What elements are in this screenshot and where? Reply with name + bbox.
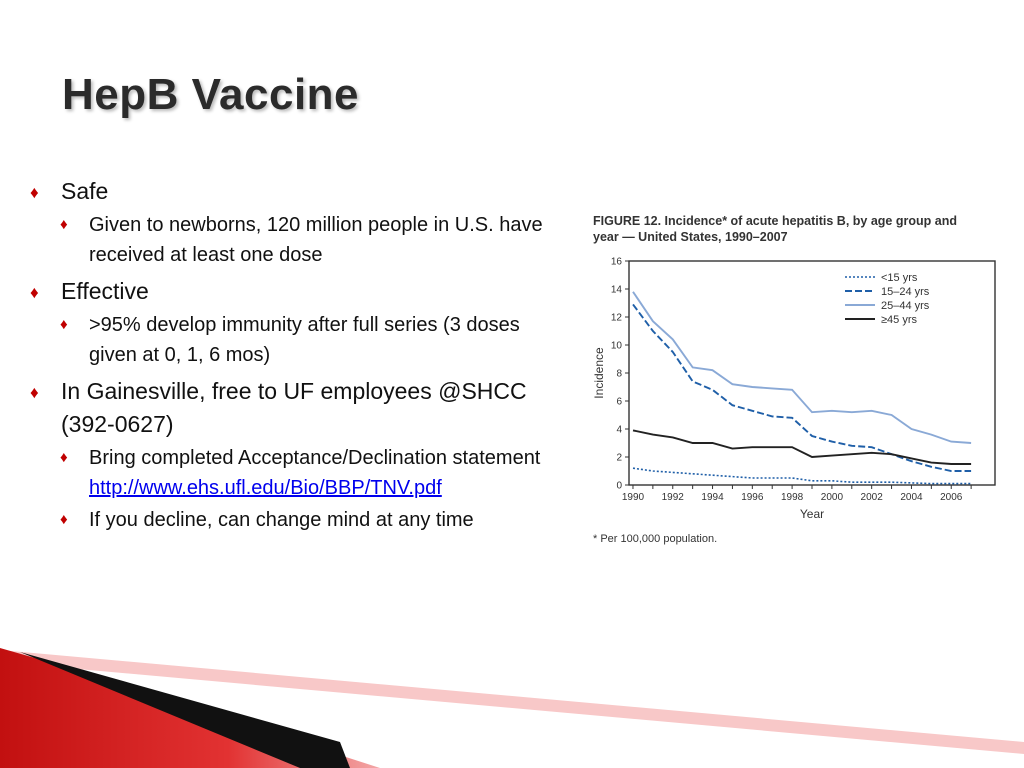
bullet-text: Bring completed Acceptance/Declination s… [89, 447, 541, 469]
bullet-list: ♦ Safe ♦ Given to newborns, 120 million … [30, 170, 570, 535]
y-tick-label: 14 [611, 285, 623, 296]
bullet-text: Given to newborns, 120 million people in… [89, 214, 543, 266]
series-line [632, 467, 972, 485]
bullet-marker-icon: ♦ [30, 183, 39, 202]
sub-bullet-item: ♦ If you decline, can change mind at any… [30, 505, 570, 535]
incidence-chart: FIGURE 12. Incidence* of acute hepatitis… [592, 214, 996, 545]
bullet-marker-icon: ♦ [60, 316, 68, 333]
chart-title-line: year — United States, 1990–2007 [593, 230, 788, 244]
bullet-text: >95% develop immunity after full series … [89, 314, 520, 366]
bullet-marker-icon: ♦ [60, 449, 68, 466]
sub-bullet-item: ♦ >95% develop immunity after full serie… [30, 310, 570, 370]
chart-footnote: * Per 100,000 population. [593, 533, 717, 545]
series-line [632, 429, 972, 465]
y-tick-label: 4 [616, 425, 622, 436]
legend-label: 15–24 yrs [881, 286, 930, 298]
y-tick-label: 10 [611, 341, 623, 352]
x-tick-label: 2000 [821, 492, 844, 503]
swoosh-white-band [0, 662, 1024, 768]
x-axis-label: Year [800, 507, 824, 521]
y-tick-label: 8 [616, 369, 622, 380]
y-tick-label: 12 [611, 313, 623, 324]
y-tick-label: 0 [616, 481, 622, 492]
bullet-marker-icon: ♦ [60, 511, 68, 528]
swoosh-black-band [20, 652, 350, 768]
x-tick-label: 1990 [622, 492, 645, 503]
legend-label: <15 yrs [881, 272, 918, 284]
sub-bullet-item: ♦ Given to newborns, 120 million people … [30, 210, 570, 270]
swoosh-red-band [0, 648, 380, 768]
x-tick-label: 2002 [861, 492, 884, 503]
legend-label: ≥45 yrs [881, 314, 917, 326]
hepatitis-figure: FIGURE 12. Incidence* of acute hepatitis… [587, 205, 1007, 550]
x-tick-label: 1996 [741, 492, 764, 503]
plot-frame [628, 260, 996, 486]
pdf-link[interactable]: http://www.ehs.ufl.edu/Bio/BBP/TNV.pdf [89, 477, 442, 499]
x-tick-label: 2004 [900, 492, 923, 503]
bullet-text: In Gainesville, free to UF employees @SH… [61, 378, 527, 437]
series-line [632, 291, 972, 444]
swoosh-pink-band [0, 650, 1024, 768]
bullet-marker-icon: ♦ [30, 383, 39, 402]
x-tick-label: 1992 [662, 492, 685, 503]
bullet-item: ♦ Safe [30, 175, 570, 208]
x-tick-label: 1994 [701, 492, 724, 503]
series-line [632, 303, 972, 472]
slide-title: HepB Vaccine [62, 70, 360, 119]
bullet-marker-icon: ♦ [60, 216, 68, 233]
y-tick-label: 6 [616, 397, 622, 408]
y-tick-label: 2 [616, 453, 622, 464]
chart-title-line: FIGURE 12. Incidence* of acute hepatitis… [593, 214, 957, 228]
sub-bullet-item: ♦ Bring completed Acceptance/Declination… [30, 443, 570, 503]
bullet-text: Effective [61, 278, 149, 304]
bullet-marker-icon: ♦ [30, 283, 39, 302]
bullet-item: ♦ Effective [30, 275, 570, 308]
x-tick-label: 1998 [781, 492, 804, 503]
legend-label: 25–44 yrs [881, 300, 930, 312]
bullet-item: ♦ In Gainesville, free to UF employees @… [30, 375, 570, 441]
bullet-text: If you decline, can change mind at any t… [89, 509, 474, 531]
bullet-text: Safe [61, 178, 109, 204]
y-axis-label: Incidence [592, 347, 606, 399]
y-tick-label: 16 [611, 257, 623, 268]
x-tick-label: 2006 [940, 492, 963, 503]
